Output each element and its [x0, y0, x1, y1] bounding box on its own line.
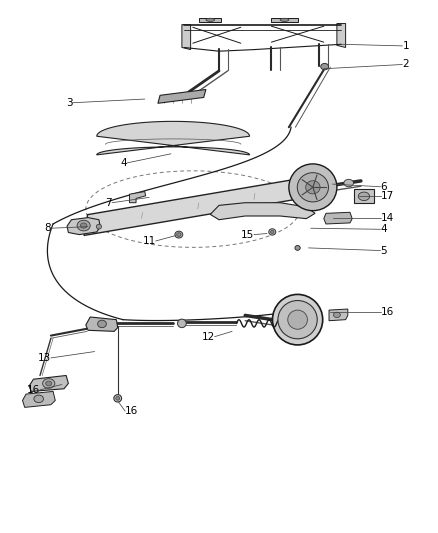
- Polygon shape: [337, 23, 346, 47]
- Ellipse shape: [289, 164, 337, 211]
- Polygon shape: [67, 217, 100, 235]
- Text: 3: 3: [66, 98, 73, 108]
- Ellipse shape: [278, 301, 317, 339]
- Polygon shape: [130, 191, 146, 203]
- Text: 14: 14: [381, 213, 394, 223]
- Text: 5: 5: [381, 246, 387, 255]
- Ellipse shape: [114, 394, 122, 402]
- Polygon shape: [354, 189, 374, 203]
- Ellipse shape: [81, 223, 87, 228]
- Ellipse shape: [271, 230, 274, 233]
- Text: 16: 16: [125, 406, 138, 416]
- Text: 17: 17: [381, 191, 394, 201]
- Ellipse shape: [306, 181, 320, 194]
- Polygon shape: [29, 375, 68, 391]
- Ellipse shape: [206, 18, 215, 21]
- Ellipse shape: [297, 173, 328, 202]
- Polygon shape: [22, 391, 55, 407]
- Ellipse shape: [116, 397, 120, 400]
- Ellipse shape: [77, 220, 90, 231]
- Polygon shape: [272, 18, 297, 22]
- Text: 7: 7: [106, 198, 112, 208]
- Ellipse shape: [177, 233, 181, 237]
- Text: 11: 11: [142, 236, 155, 246]
- Ellipse shape: [344, 179, 353, 187]
- Ellipse shape: [288, 310, 307, 329]
- Text: 13: 13: [38, 353, 51, 363]
- Polygon shape: [199, 18, 221, 22]
- Text: 4: 4: [381, 224, 387, 235]
- Ellipse shape: [96, 224, 102, 229]
- Polygon shape: [329, 309, 348, 321]
- Ellipse shape: [46, 381, 52, 386]
- Text: 6: 6: [381, 182, 387, 192]
- Ellipse shape: [98, 320, 106, 328]
- Ellipse shape: [280, 18, 289, 21]
- Ellipse shape: [34, 395, 43, 402]
- Ellipse shape: [42, 378, 55, 388]
- Ellipse shape: [177, 319, 186, 328]
- Ellipse shape: [272, 294, 323, 345]
- Ellipse shape: [175, 231, 183, 238]
- Text: 16: 16: [381, 306, 394, 317]
- Text: 1: 1: [403, 41, 409, 51]
- Polygon shape: [182, 25, 191, 50]
- Text: 8: 8: [44, 223, 51, 233]
- Text: 2: 2: [403, 60, 409, 69]
- Polygon shape: [324, 212, 352, 224]
- Polygon shape: [158, 90, 206, 103]
- Text: 4: 4: [121, 158, 127, 168]
- Ellipse shape: [321, 63, 328, 70]
- Ellipse shape: [358, 192, 370, 200]
- Ellipse shape: [269, 229, 276, 235]
- Text: 16: 16: [27, 385, 40, 395]
- Polygon shape: [84, 176, 312, 236]
- Text: 15: 15: [240, 230, 254, 240]
- Ellipse shape: [295, 246, 300, 251]
- Ellipse shape: [333, 312, 340, 318]
- Text: 12: 12: [201, 332, 215, 342]
- Polygon shape: [97, 122, 250, 155]
- Polygon shape: [86, 317, 118, 332]
- Polygon shape: [210, 203, 315, 220]
